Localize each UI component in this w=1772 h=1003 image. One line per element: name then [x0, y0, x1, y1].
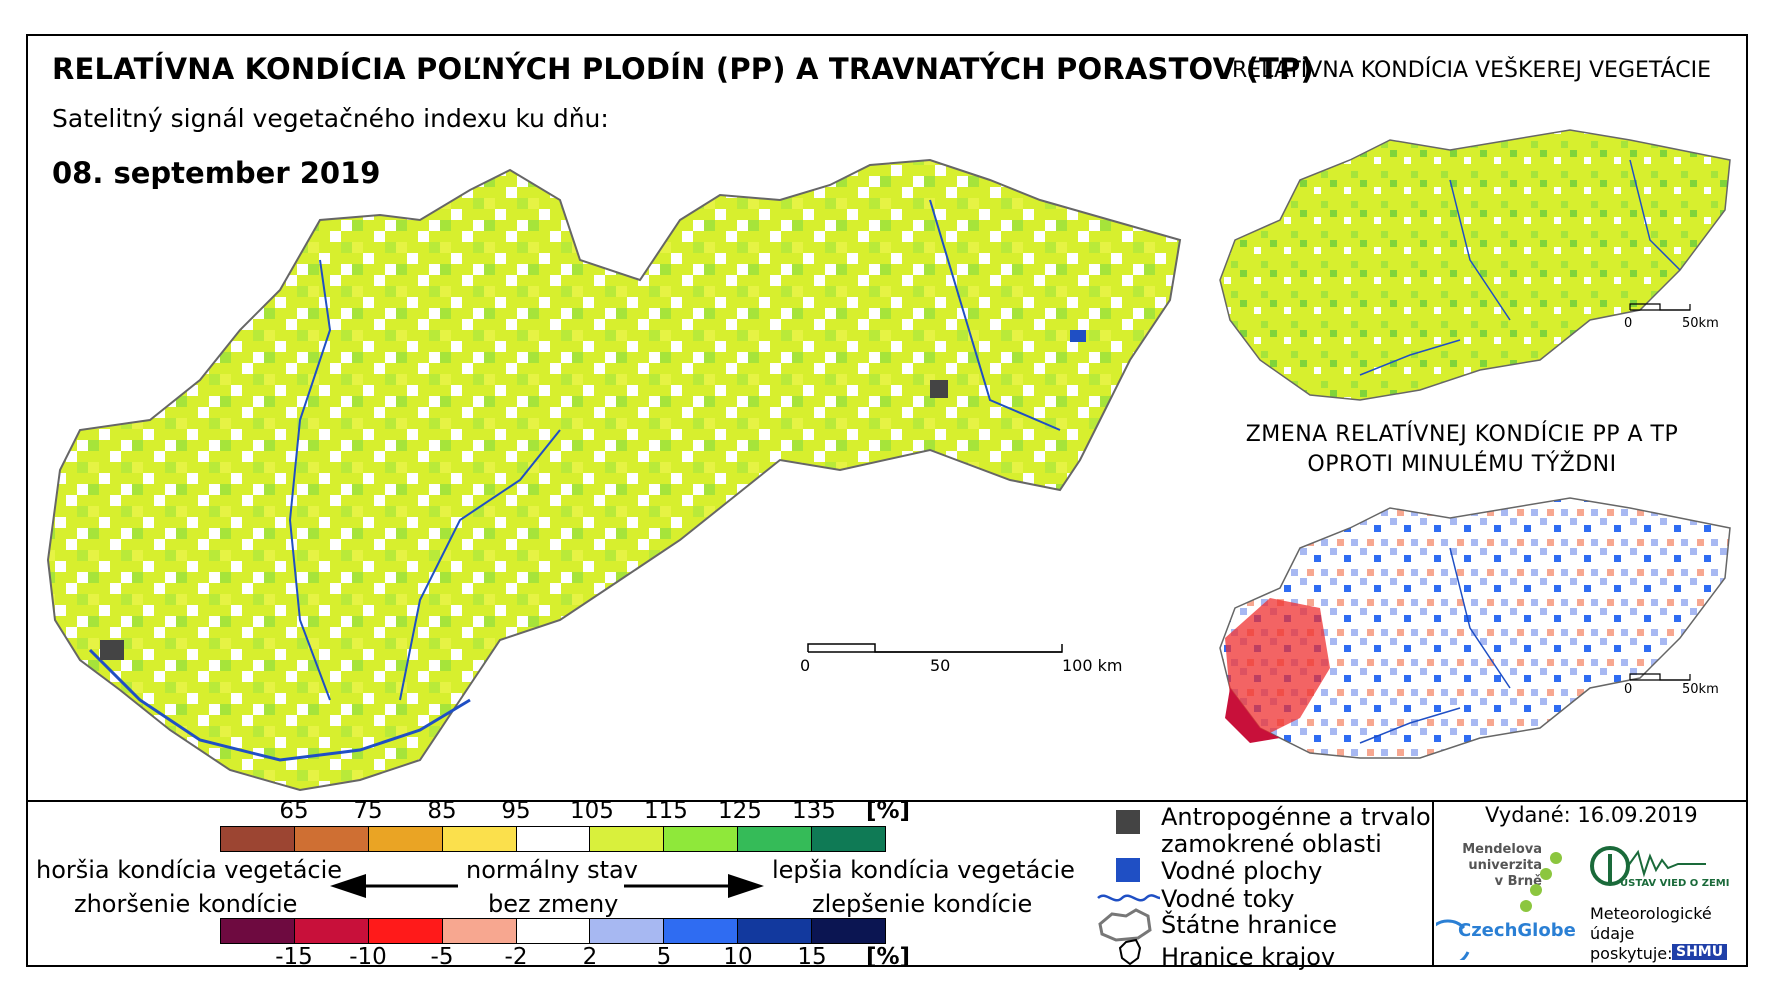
arrow-right-icon	[624, 874, 764, 898]
map-frame	[26, 34, 1748, 967]
river-danube	[88, 648, 471, 762]
river-hron	[399, 429, 561, 701]
slovakia-outline	[46, 158, 1182, 792]
water-body-symbol	[1116, 858, 1140, 882]
condition-scale-segment	[738, 827, 813, 851]
water-body	[1070, 330, 1086, 342]
main-scale-end: 100 km	[1062, 656, 1123, 675]
urban-area-bratislava	[100, 640, 124, 660]
change-scale-segment	[516, 919, 591, 943]
side-map-title-bottom: ZMENA RELATÍVNEJ KONDÍCIE PP A TP OPROTI…	[1245, 422, 1679, 477]
normal-state-label: normálny stav	[466, 856, 638, 884]
legend-rivers: Vodné toky	[1161, 885, 1295, 913]
change-scale-segment	[590, 919, 665, 943]
river-east	[929, 199, 1061, 431]
shmu-logo: SHMÚ	[1672, 944, 1728, 960]
region-border-symbol	[1118, 938, 1142, 966]
change-scale-segment	[294, 919, 369, 943]
condition-scale-segment	[812, 827, 886, 851]
condition-scale-segment	[664, 827, 739, 851]
tick-label: 5	[656, 944, 672, 970]
tick-label: 2	[582, 944, 598, 970]
legend-water-bodies: Vodné plochy	[1161, 857, 1323, 885]
condition-unit: [%]	[866, 798, 911, 824]
small-scale-zero-bottom: 0	[1624, 682, 1633, 697]
map-title: RELATÍVNA KONDÍCIA POĽNÝCH PLODÍN (PP) A…	[52, 52, 1314, 86]
tick-label: 10	[723, 944, 753, 970]
small-scale-end-top: 50km	[1682, 316, 1719, 331]
uvz-logo-icon	[1590, 846, 1706, 886]
no-change-label: bez zmeny	[488, 890, 619, 918]
tick-label: 105	[570, 798, 614, 824]
czechglobe-logo-icon	[1436, 852, 1562, 960]
small-scale-end-bottom: 50km	[1682, 682, 1719, 697]
tick-label: -10	[349, 944, 387, 970]
change-map-small	[1219, 497, 1731, 759]
state-border-symbol	[1098, 908, 1152, 942]
meteo-provider-text: Meteorologické údaje poskytuje:	[1590, 904, 1712, 963]
change-scale-segment	[221, 919, 295, 943]
main-scale-mid: 50	[930, 656, 951, 675]
change-scale-segment	[812, 919, 886, 943]
legend-state-border: Štátne hranice	[1161, 911, 1337, 939]
better-condition-label: lepšia kondícia vegetácie	[772, 856, 1075, 884]
uvz-logo-text: ÚSTAV VIED O ZEMI	[1620, 878, 1730, 889]
condition-scale-segment	[294, 827, 369, 851]
legend-anthropogenic: Antropogénne a trvalo zamokrené oblasti	[1161, 803, 1431, 858]
anthropogenic-symbol	[1116, 810, 1140, 834]
tick-label: -5	[430, 944, 454, 970]
main-map	[46, 158, 1182, 792]
change-scale-segment	[664, 919, 739, 943]
main-scale-bar	[807, 643, 1063, 653]
tick-label: 95	[501, 798, 531, 824]
map-subtitle: Satelitný signál vegetačného indexu ku d…	[52, 104, 609, 133]
czechglobe-logo-text: CzechGlobe	[1458, 920, 1576, 941]
change-scale-segment	[368, 919, 443, 943]
side-map-title-top: RELATÍVNA KONDÍCIA VEŠKEREJ VEGETÁCIE	[1232, 58, 1712, 83]
legend-divider	[26, 800, 1748, 802]
arrow-left-icon	[330, 874, 458, 898]
tick-label: 65	[279, 798, 309, 824]
tick-label: 85	[427, 798, 457, 824]
river-vah	[288, 259, 332, 701]
main-scale-zero: 0	[800, 656, 811, 675]
mendel-logo-text: Mendelova univerzita v Brně	[1462, 842, 1542, 889]
small-scale-zero-top: 0	[1624, 316, 1633, 331]
river-symbol	[1097, 894, 1161, 902]
footer-divider	[1432, 800, 1434, 967]
change-scale-segment	[442, 919, 517, 943]
tick-label: 75	[353, 798, 383, 824]
condition-scale-segment	[516, 827, 591, 851]
urban-area-kosice	[930, 380, 948, 398]
change-unit: [%]	[866, 944, 911, 970]
change-scale-segment	[738, 919, 813, 943]
condition-scale-segment	[368, 827, 443, 851]
worse-change-label: zhoršenie kondície	[74, 890, 298, 918]
map-date: 08. september 2019	[52, 156, 381, 190]
legend-region-border: Hranice krajov	[1161, 943, 1336, 971]
better-change-label: zlepšenie kondície	[812, 890, 1033, 918]
worse-condition-label: horšia kondícia vegetácie	[36, 856, 343, 884]
issued-date: Vydané: 16.09.2019	[1485, 803, 1698, 827]
tick-label: -15	[275, 944, 313, 970]
condition-color-scale	[220, 826, 886, 852]
condition-scale-segment	[442, 827, 517, 851]
tick-label: -2	[504, 944, 528, 970]
change-color-scale	[220, 918, 886, 944]
tick-label: 125	[718, 798, 762, 824]
condition-scale-segment	[590, 827, 665, 851]
condition-scale-segment	[221, 827, 295, 851]
map-symbols	[1097, 810, 1161, 966]
tick-label: 135	[792, 798, 836, 824]
vegetation-map-small	[1219, 129, 1731, 401]
tick-label: 115	[644, 798, 688, 824]
tick-label: 15	[797, 944, 827, 970]
